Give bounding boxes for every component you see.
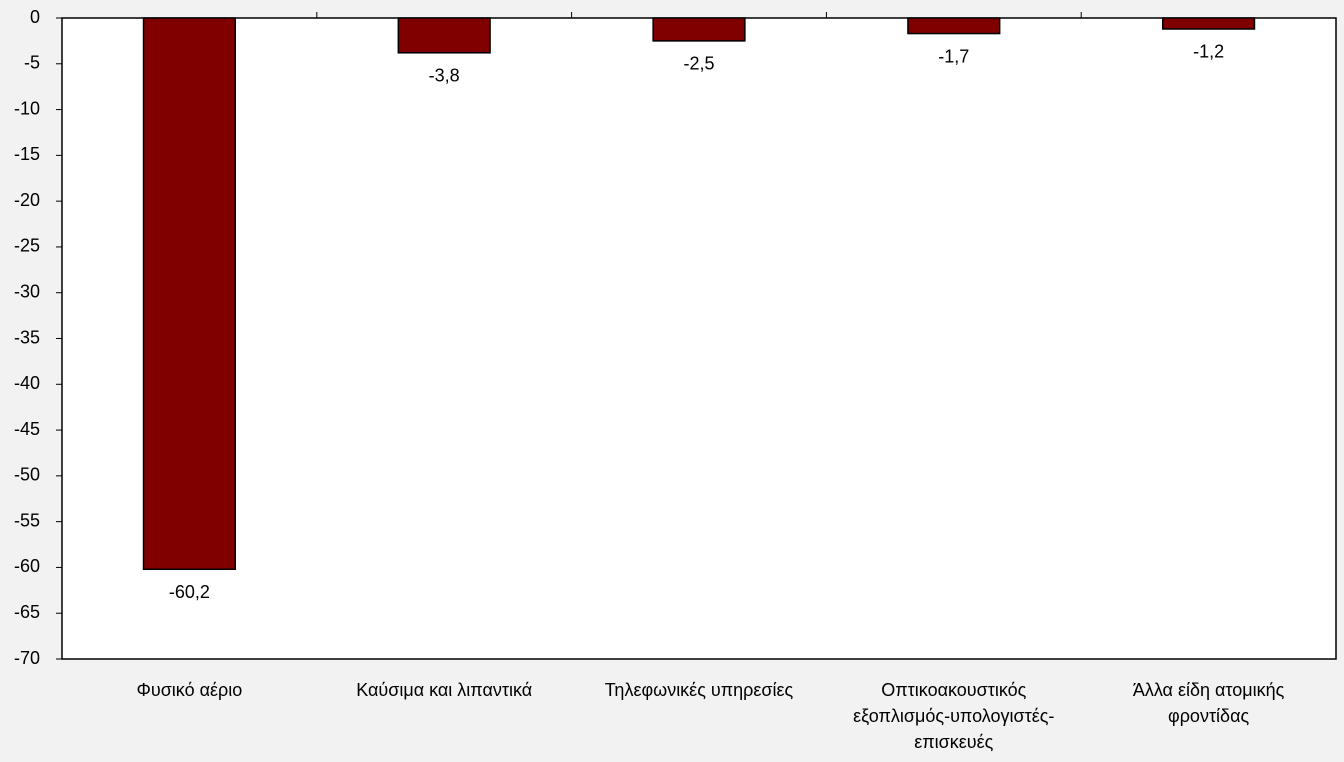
x-tick-label: Τηλεφωνικές υπηρεσίες bbox=[604, 680, 794, 700]
y-tick-label: -70 bbox=[14, 648, 40, 668]
y-tick-label: -15 bbox=[14, 144, 40, 164]
plot-area bbox=[61, 17, 1337, 660]
y-tick-label: -55 bbox=[14, 510, 40, 530]
value-label: -60,2 bbox=[169, 582, 210, 602]
value-label: -1,2 bbox=[1193, 42, 1224, 62]
y-tick-label: -50 bbox=[14, 465, 40, 485]
y-tick-label: -30 bbox=[14, 281, 40, 301]
bar bbox=[397, 17, 491, 54]
y-tick-label: -10 bbox=[14, 98, 40, 118]
bar bbox=[652, 17, 746, 42]
y-tick-label: -65 bbox=[14, 602, 40, 622]
y-tick-label: -25 bbox=[14, 236, 40, 256]
value-label: -2,5 bbox=[683, 54, 714, 74]
y-tick-label: -60 bbox=[14, 556, 40, 576]
x-tick-label: Καύσιμα και λιπαντικά bbox=[356, 680, 533, 700]
bar bbox=[1161, 17, 1256, 30]
x-tick-label: Άλλα είδη ατομικής φροντίδας bbox=[1132, 680, 1285, 726]
value-label: -3,8 bbox=[429, 66, 460, 86]
bar bbox=[142, 17, 237, 571]
bar bbox=[907, 17, 1001, 35]
y-tick-label: 0 bbox=[30, 7, 40, 27]
y-tick-label: -40 bbox=[14, 373, 40, 393]
y-tick-label: -35 bbox=[14, 327, 40, 347]
y-tick-label: -45 bbox=[14, 419, 40, 439]
y-tick-label: -20 bbox=[14, 190, 40, 210]
value-label: -1,7 bbox=[938, 46, 969, 66]
x-tick-label: Φυσικό αέριο bbox=[136, 680, 243, 700]
x-tick-label: Οπτικοακουστικός εξοπλισμός-υπολογιστές-… bbox=[853, 680, 1055, 752]
y-tick-label: -5 bbox=[24, 53, 40, 73]
